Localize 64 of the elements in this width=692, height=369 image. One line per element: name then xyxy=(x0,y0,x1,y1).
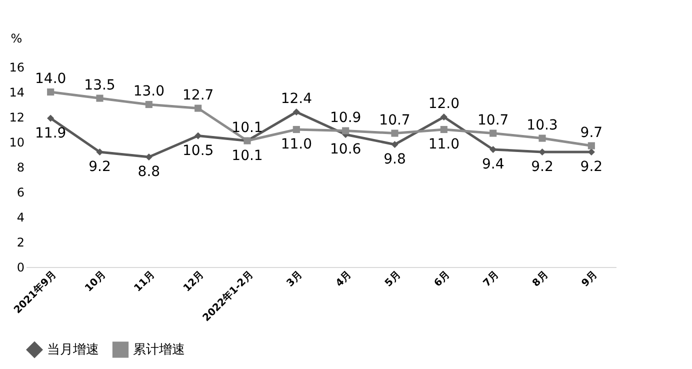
legend-label: 累计增速 xyxy=(133,342,185,358)
y-tick-label: 8 xyxy=(16,160,24,174)
point xyxy=(47,88,54,96)
data-label: 10.1 xyxy=(232,148,263,164)
point xyxy=(538,148,546,156)
x-tick-label: 10月 xyxy=(83,270,108,294)
point xyxy=(96,94,104,102)
data-label: 9.8 xyxy=(384,152,406,168)
point xyxy=(194,104,202,112)
y-axis-title: % xyxy=(10,32,22,46)
y-tick-label: 14 xyxy=(9,86,24,100)
x-tick-label: 11月 xyxy=(132,270,158,294)
data-label: 13.5 xyxy=(84,77,116,94)
data-label: 9.2 xyxy=(88,159,111,175)
y-tick-label: 4 xyxy=(16,210,24,224)
point xyxy=(96,148,104,156)
point xyxy=(391,130,398,137)
y-tick-label: 0 xyxy=(16,260,24,274)
data-label: 14.0 xyxy=(34,71,66,87)
x-tick-label: 3月 xyxy=(284,270,305,290)
point xyxy=(145,100,152,108)
y-tick-label: 12 xyxy=(9,110,24,124)
point xyxy=(342,127,350,134)
data-label: 8.8 xyxy=(138,164,160,180)
data-label: 11.0 xyxy=(428,136,460,152)
data-label: 10.5 xyxy=(182,142,214,159)
point xyxy=(440,113,448,121)
x-tick-label: 7月 xyxy=(482,270,502,290)
data-label: 10.7 xyxy=(477,112,509,128)
x-tick-label: 8月 xyxy=(530,270,551,290)
point xyxy=(292,126,300,134)
point xyxy=(292,108,300,116)
data-label: 12.7 xyxy=(182,87,214,104)
data-label: 10.1 xyxy=(232,120,263,136)
x-tick-label: 5月 xyxy=(383,270,404,290)
point xyxy=(588,142,595,150)
data-label: 9.4 xyxy=(482,156,504,172)
data-label: 12.0 xyxy=(428,96,460,112)
point xyxy=(490,130,497,137)
y-tick-label: 16 xyxy=(9,60,24,74)
data-label: 9.2 xyxy=(580,159,603,175)
x-tick-label: 4月 xyxy=(334,270,354,290)
y-tick-label: 2 xyxy=(16,236,24,250)
point xyxy=(538,134,546,142)
legend-label: 当月增速 xyxy=(47,342,99,358)
data-label: 9.2 xyxy=(531,159,554,175)
data-label: 11.0 xyxy=(280,136,312,152)
y-tick-label: 10 xyxy=(9,136,24,150)
x-tick-label: 6月 xyxy=(432,270,452,290)
data-label: 10.9 xyxy=(330,110,362,126)
data-label: 10.7 xyxy=(379,112,410,128)
data-label: 12.4 xyxy=(280,91,312,107)
point xyxy=(194,132,202,140)
point xyxy=(391,140,398,148)
data-label: 9.7 xyxy=(580,124,603,141)
point xyxy=(440,126,448,134)
y-tick-label: 6 xyxy=(16,186,24,200)
data-label: 11.9 xyxy=(34,125,66,142)
data-label: 10.3 xyxy=(526,117,558,134)
data-label: 13.0 xyxy=(133,84,165,100)
x-tick-label: 9月 xyxy=(580,270,600,290)
point xyxy=(47,114,54,122)
x-tick-label: 12月 xyxy=(182,270,206,294)
data-label: 10.6 xyxy=(330,142,362,158)
